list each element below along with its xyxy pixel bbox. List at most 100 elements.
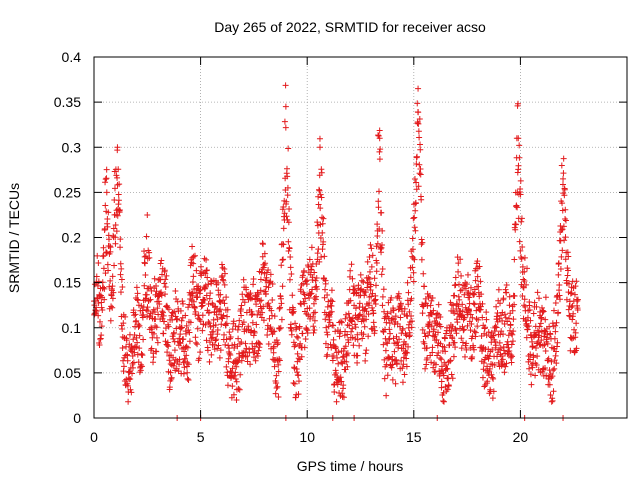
data-point [360,313,367,320]
data-point [184,359,191,366]
data-point [323,329,330,336]
data-point [102,202,109,209]
data-point [519,263,526,270]
data-point [454,310,461,317]
data-point [455,268,462,275]
data-point [317,234,324,241]
y-tick-label: 0.1 [62,320,82,336]
y-tick-label: 0.2 [62,230,82,246]
data-point [279,256,286,263]
data-point [498,353,505,360]
data-point [450,302,457,309]
data-point [295,372,302,379]
data-point [298,301,305,308]
data-point [573,320,580,327]
data-point [396,295,403,302]
data-point [371,327,378,334]
data-point [395,306,402,313]
data-point [302,278,309,285]
data-point [489,395,496,402]
data-point [559,181,566,188]
data-point [467,284,474,291]
data-point [151,275,158,282]
data-point [284,184,291,191]
data-point [133,284,140,291]
y-tick-label: 0.4 [62,49,82,65]
data-point [115,191,122,198]
data-point [406,332,413,339]
data-point [342,343,349,350]
data-point [442,348,449,355]
data-point [193,267,200,274]
data-point [321,294,328,301]
data-point [286,205,293,212]
x-tick-label: 10 [299,429,315,445]
data-point [461,314,468,321]
data-point [182,312,189,319]
y-tick-label: 0 [73,410,81,426]
data-point [323,324,330,331]
data-point [104,261,111,268]
data-point [105,236,112,243]
data-point [452,344,459,351]
data-point [296,323,303,330]
data-point [235,323,242,330]
data-point [117,236,124,243]
data-point [483,309,490,316]
data-point [557,265,564,272]
data-point [349,318,356,325]
data-point [384,340,391,347]
data-point [568,304,575,311]
data-point [490,375,497,382]
data-point [306,256,313,263]
data-point [96,341,103,348]
data-point [222,341,229,348]
data-point [191,252,198,259]
data-point [350,283,357,290]
data-point [501,369,508,376]
data-point [409,235,416,242]
data-point [338,319,345,326]
data-point [253,295,260,302]
data-point [518,215,525,222]
data-point [511,256,518,263]
data-point [474,323,481,330]
data-point [389,353,396,360]
data-point [277,304,284,311]
data-point [194,325,201,332]
data-point [202,321,209,328]
data-point [505,350,512,357]
data-point [118,276,125,283]
data-point [318,254,325,261]
data-point [233,396,240,403]
data-point [356,342,363,349]
data-point [324,351,331,358]
data-point [276,305,283,312]
data-point [128,389,135,396]
data-point [265,266,272,273]
data-point [274,383,281,390]
data-point [136,345,143,352]
data-point [256,297,263,304]
data-point [422,333,429,340]
data-point [229,326,236,333]
data-point [508,352,515,359]
data-point [171,329,178,336]
data-point [237,371,244,378]
data-point [273,372,280,379]
data-point [421,283,428,290]
data-point [556,296,563,303]
data-point [278,300,285,307]
data-point [337,318,344,325]
data-point [376,148,383,155]
data-point [338,378,345,385]
data-point [93,273,100,280]
data-point [271,363,278,370]
data-point [480,360,487,367]
y-axis-label: SRMTID / TECUs [6,183,22,293]
data-point [412,227,419,234]
data-point [250,281,257,288]
data-point [283,198,290,205]
data-point [269,280,276,287]
